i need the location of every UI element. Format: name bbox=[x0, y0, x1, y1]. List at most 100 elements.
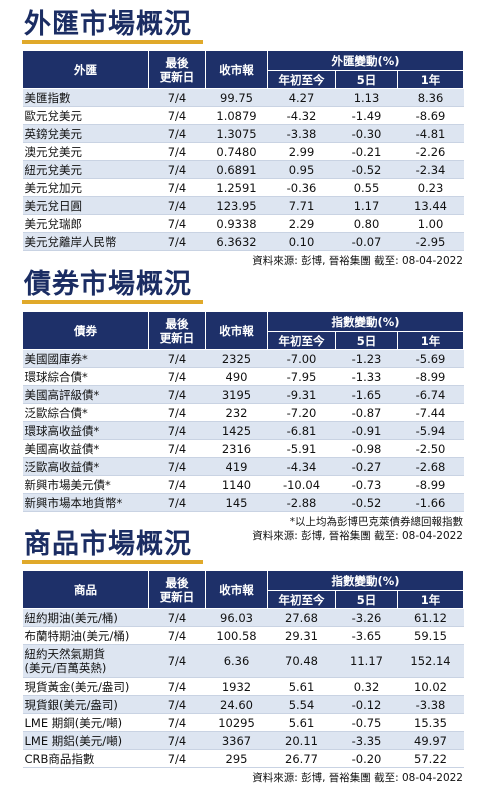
table-row: 美元兌瑞郎 7/4 0.9338 2.29 0.80 1.00 bbox=[22, 214, 464, 233]
row-1y: 49.97 bbox=[397, 731, 464, 750]
row-5d: -0.91 bbox=[335, 421, 398, 440]
row-5d: -0.30 bbox=[335, 124, 398, 143]
bond-table: 債券 最後 更新日 收市報 指數變動(%) 年初至今 5日 1年 美國國庫券* 7… bbox=[22, 311, 464, 512]
row-ytd: -7.20 bbox=[267, 403, 336, 422]
table-row: 新興市場美元債* 7/4 1140 -10.04 -0.73 -8.99 bbox=[22, 475, 464, 494]
row-1y: -2.34 bbox=[397, 160, 464, 179]
row-date: 7/4 bbox=[148, 457, 206, 476]
row-5d: -0.87 bbox=[335, 403, 398, 422]
bond-source: 資料來源: 彭博, 晉裕集團 截至: 08-04-2022 bbox=[252, 530, 463, 542]
fx-header-5d: 5日 bbox=[335, 70, 398, 89]
row-date: 7/4 bbox=[148, 142, 206, 161]
row-name: 紐約天然氣期貨 (美元/百萬英熱) bbox=[22, 644, 149, 678]
table-row: 泛歐高收益債* 7/4 419 -4.34 -0.27 -2.68 bbox=[22, 457, 464, 476]
row-1y: 8.36 bbox=[397, 88, 464, 107]
row-date: 7/4 bbox=[148, 214, 206, 233]
row-close: 24.60 bbox=[205, 695, 268, 714]
row-ytd: -7.95 bbox=[267, 367, 336, 386]
row-name: 現貨黃金(美元/盎司) bbox=[22, 677, 149, 696]
row-date: 7/4 bbox=[148, 232, 206, 251]
row-date: 7/4 bbox=[148, 385, 206, 404]
fx-header-1y: 1年 bbox=[397, 70, 464, 89]
row-5d: 11.17 bbox=[335, 644, 398, 678]
table-row: 美匯指數 7/4 99.75 4.27 1.13 8.36 bbox=[22, 88, 464, 107]
row-name: 美國高收益債* bbox=[22, 439, 149, 458]
row-1y: -7.44 bbox=[397, 403, 464, 422]
row-ytd: -2.88 bbox=[267, 493, 336, 512]
row-name: CRB商品指數 bbox=[22, 749, 149, 768]
row-1y: 57.22 bbox=[397, 749, 464, 768]
row-ytd: 5.54 bbox=[267, 695, 336, 714]
row-5d: -1.65 bbox=[335, 385, 398, 404]
row-1y: -2.68 bbox=[397, 457, 464, 476]
table-row: 美元兌加元 7/4 1.2591 -0.36 0.55 0.23 bbox=[22, 178, 464, 197]
row-ytd: 20.11 bbox=[267, 731, 336, 750]
row-5d: 1.17 bbox=[335, 196, 398, 215]
row-close: 3195 bbox=[205, 385, 268, 404]
row-close: 1.0879 bbox=[205, 106, 268, 125]
commodity-section: 商品市場概況 商品 最後 更新日 收市報 指數變動(%) 年初至今 5日 1年 … bbox=[22, 528, 464, 785]
row-1y: 59.15 bbox=[397, 626, 464, 645]
row-date: 7/4 bbox=[148, 608, 206, 627]
row-close: 145 bbox=[205, 493, 268, 512]
row-1y: -2.26 bbox=[397, 142, 464, 161]
row-date: 7/4 bbox=[148, 493, 206, 512]
row-1y: 15.35 bbox=[397, 713, 464, 732]
row-close: 419 bbox=[205, 457, 268, 476]
row-date: 7/4 bbox=[148, 88, 206, 107]
row-name: 歐元兌美元 bbox=[22, 106, 149, 125]
row-ytd: 5.61 bbox=[267, 677, 336, 696]
row-1y: -6.74 bbox=[397, 385, 464, 404]
row-date: 7/4 bbox=[148, 421, 206, 440]
row-name: 紐元兌美元 bbox=[22, 160, 149, 179]
row-name: 新興市場本地貨幣* bbox=[22, 493, 149, 512]
row-close: 100.58 bbox=[205, 626, 268, 645]
row-1y: -8.99 bbox=[397, 475, 464, 494]
commodity-header-change: 指數變動(%) bbox=[267, 570, 464, 591]
row-close: 1.3075 bbox=[205, 124, 268, 143]
fx-source: 資料來源: 彭博, 晉裕集團 截至: 08-04-2022 bbox=[252, 255, 463, 267]
row-ytd: -7.00 bbox=[267, 349, 336, 368]
row-1y: -4.81 bbox=[397, 124, 464, 143]
row-1y: -5.94 bbox=[397, 421, 464, 440]
commodity-header-5d: 5日 bbox=[335, 590, 398, 609]
row-5d: -3.26 bbox=[335, 608, 398, 627]
table-row: 新興市場本地貨幣* 7/4 145 -2.88 -0.52 -1.66 bbox=[22, 493, 464, 512]
row-5d: -3.35 bbox=[335, 731, 398, 750]
bond-header-ytd: 年初至今 bbox=[267, 331, 336, 350]
row-1y: 1.00 bbox=[397, 214, 464, 233]
row-date: 7/4 bbox=[148, 196, 206, 215]
commodity-header-close: 收市報 bbox=[205, 570, 268, 609]
row-5d: -1.49 bbox=[335, 106, 398, 125]
row-name: 美國高評級債* bbox=[22, 385, 149, 404]
row-5d: -0.52 bbox=[335, 160, 398, 179]
row-close: 1425 bbox=[205, 421, 268, 440]
row-5d: -0.20 bbox=[335, 749, 398, 768]
row-5d: -0.21 bbox=[335, 142, 398, 161]
row-name: 泛歐高收益債* bbox=[22, 457, 149, 476]
table-row: 美國高收益債* 7/4 2316 -5.91 -0.98 -2.50 bbox=[22, 439, 464, 458]
row-ytd: -6.81 bbox=[267, 421, 336, 440]
commodity-header-name: 商品 bbox=[22, 570, 149, 609]
row-1y: -2.50 bbox=[397, 439, 464, 458]
commodity-header-1y: 1年 bbox=[397, 590, 464, 609]
row-5d: -1.33 bbox=[335, 367, 398, 386]
fx-header-change: 外匯變動(%) bbox=[267, 50, 464, 71]
row-date: 7/4 bbox=[148, 644, 206, 678]
row-date: 7/4 bbox=[148, 106, 206, 125]
row-close: 1140 bbox=[205, 475, 268, 494]
row-1y: 61.12 bbox=[397, 608, 464, 627]
row-5d: -0.27 bbox=[335, 457, 398, 476]
row-1y: -3.38 bbox=[397, 695, 464, 714]
table-row: 現貨銀(美元/盎司) 7/4 24.60 5.54 -0.12 -3.38 bbox=[22, 695, 464, 714]
row-1y: -2.95 bbox=[397, 232, 464, 251]
table-row: 紐約天然氣期貨 (美元/百萬英熱) 7/4 6.36 70.48 11.17 152.14 bbox=[22, 644, 464, 678]
table-row: LME 期鋁(美元/噸) 7/4 3367 20.11 -3.35 49.97 bbox=[22, 731, 464, 750]
row-5d: 1.13 bbox=[335, 88, 398, 107]
row-close: 2316 bbox=[205, 439, 268, 458]
table-row: 紐約期油(美元/桶) 7/4 96.03 27.68 -3.26 61.12 bbox=[22, 608, 464, 627]
row-close: 10295 bbox=[205, 713, 268, 732]
table-row: 歐元兌美元 7/4 1.0879 -4.32 -1.49 -8.69 bbox=[22, 106, 464, 125]
bond-header-1y: 1年 bbox=[397, 331, 464, 350]
row-close: 2325 bbox=[205, 349, 268, 368]
